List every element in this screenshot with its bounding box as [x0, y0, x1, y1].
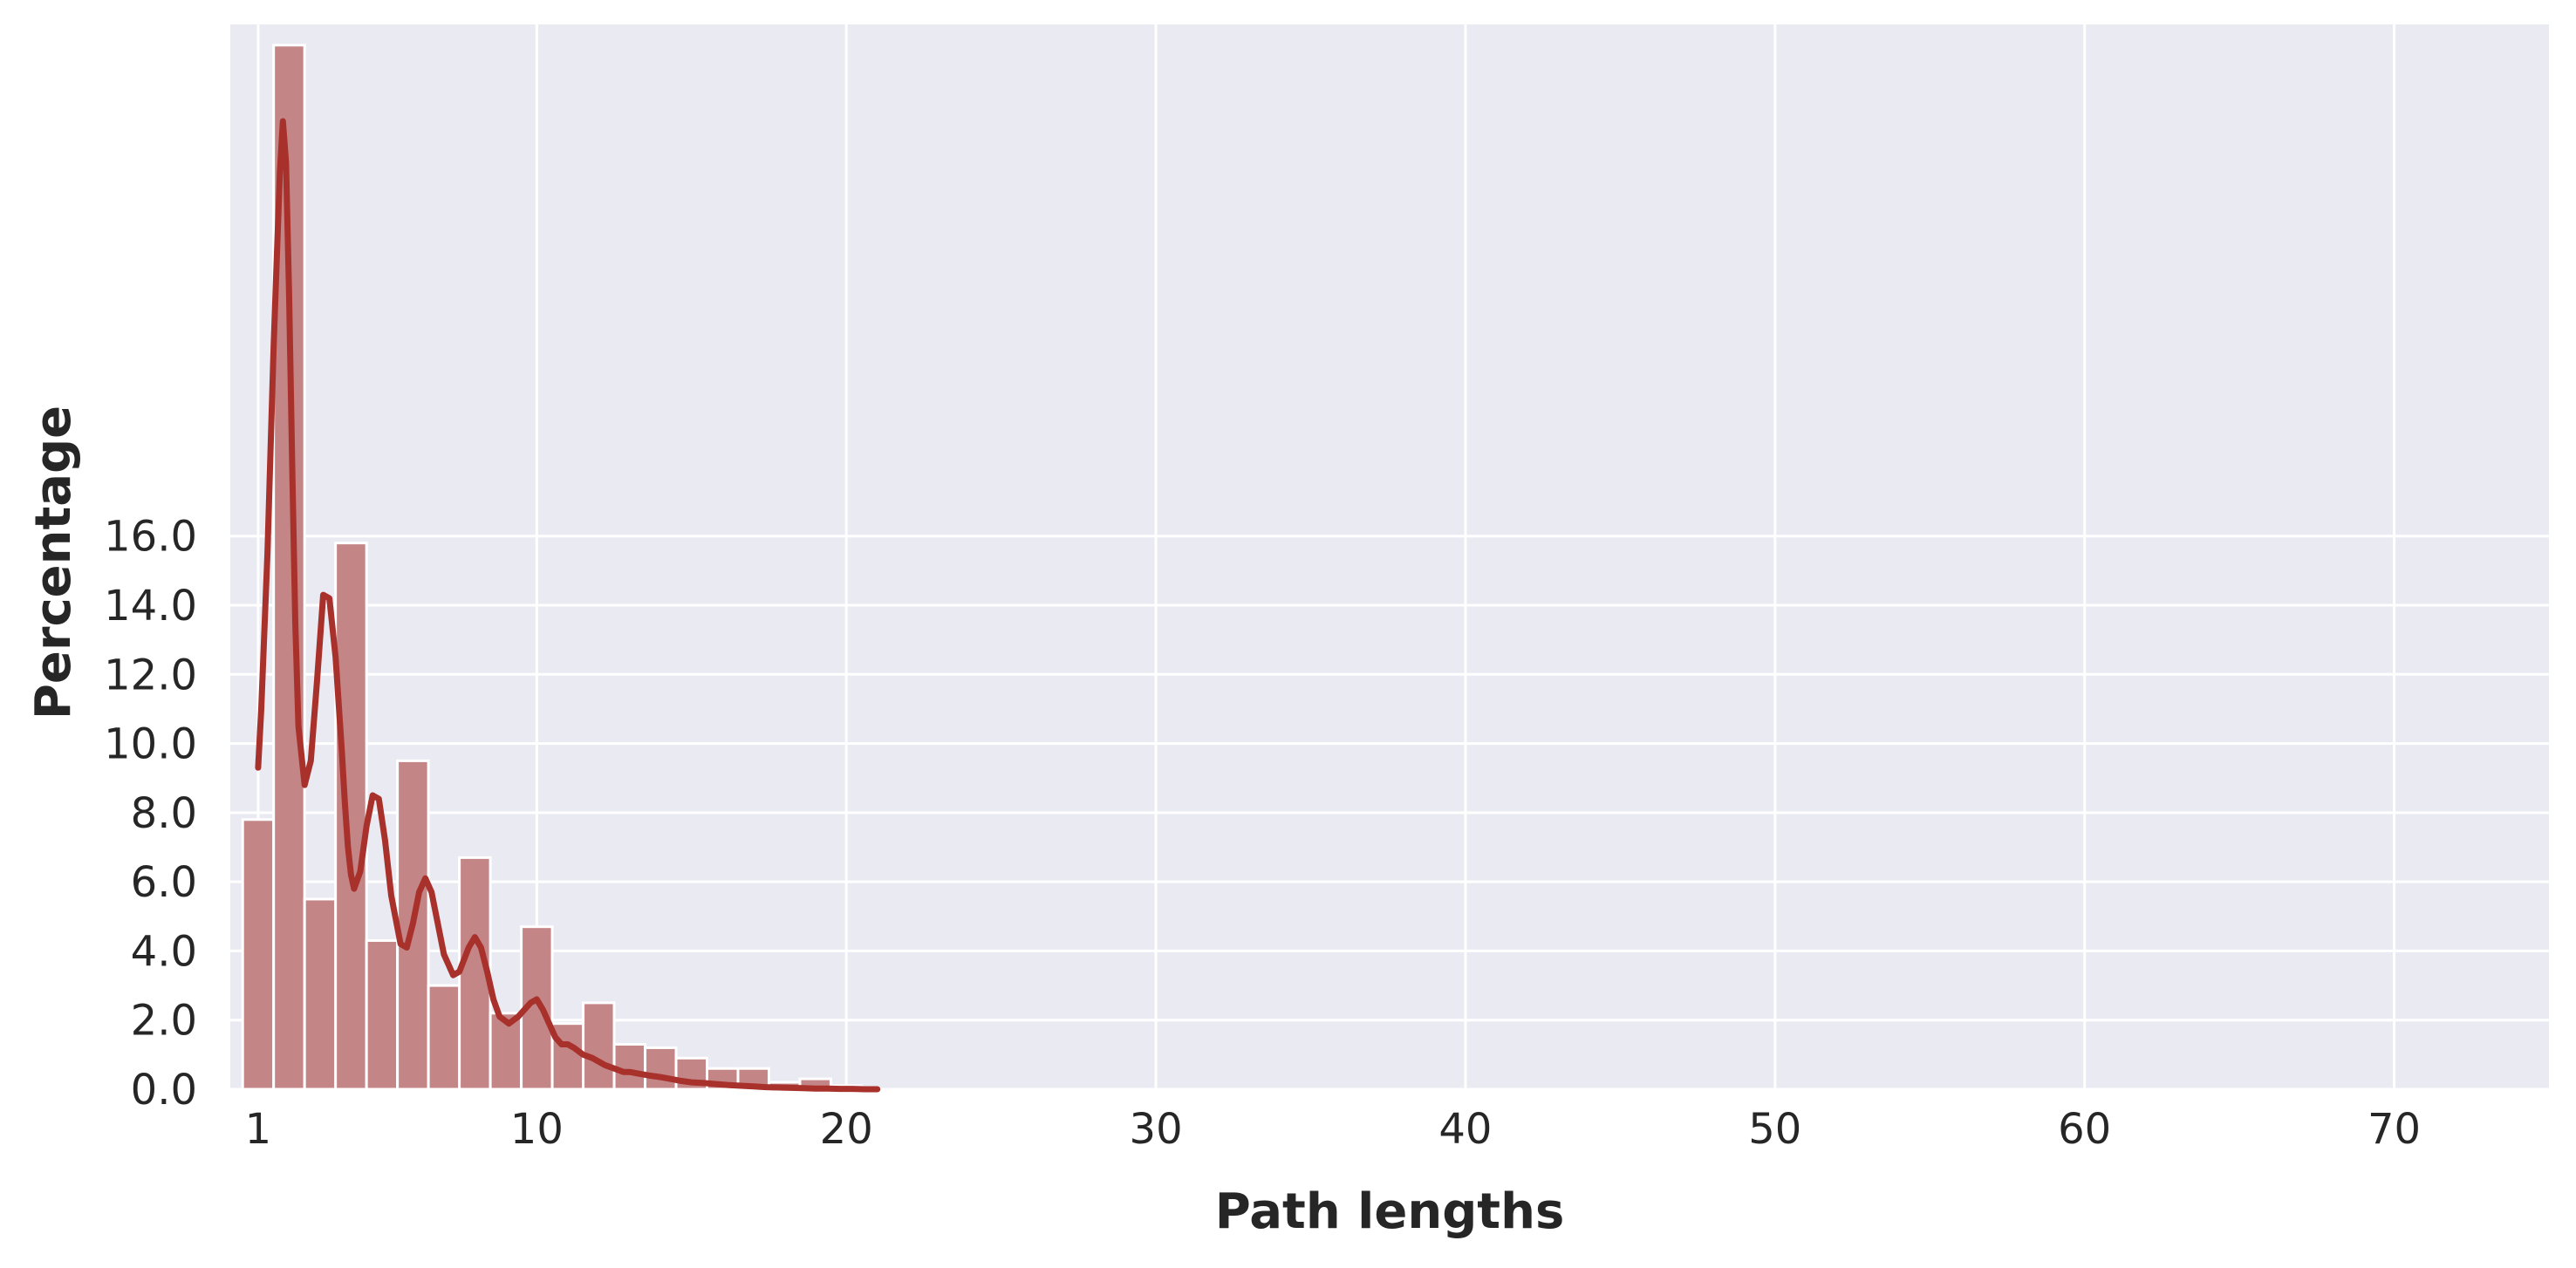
histogram-bar: [582, 1001, 616, 1091]
x-tick-label: 20: [820, 1105, 873, 1154]
histogram-bars: [241, 44, 864, 1091]
histogram-bar: [489, 1012, 523, 1091]
histogram-bar: [427, 984, 461, 1091]
y-tick-labels: 0.0 2.0 4.0 6.0 8.0 10.0 12.0 14.0 16.0: [104, 513, 197, 1115]
histogram-bar: [334, 542, 368, 1091]
x-tick-label: 70: [2368, 1105, 2421, 1154]
y-tick-label: 16.0: [104, 513, 197, 562]
x-tick-label: 40: [1438, 1105, 1492, 1154]
x-tick-label: 50: [1748, 1105, 1801, 1154]
histogram-bar: [303, 897, 338, 1091]
y-tick-label: 6.0: [131, 858, 197, 907]
grid-lines: [230, 24, 2549, 1091]
y-tick-label: 10.0: [104, 720, 197, 769]
plot-background: [230, 24, 2549, 1089]
histogram-bar: [612, 1042, 647, 1091]
y-tick-label: 0.0: [131, 1066, 197, 1115]
y-axis-title: Percentage: [25, 406, 82, 719]
y-tick-label: 2.0: [131, 997, 197, 1046]
x-tick-label: 30: [1130, 1105, 1183, 1154]
kde-curve: [255, 118, 881, 1093]
y-tick-label: 8.0: [131, 789, 197, 838]
histogram-bar: [365, 939, 400, 1091]
y-tick-label: 14.0: [104, 582, 197, 631]
x-tick-labels: 1 10 20 30 40 50 60 70: [245, 1105, 2421, 1154]
histogram-bar: [241, 818, 276, 1091]
x-axis-title: Path lengths: [1215, 1183, 1565, 1240]
x-tick-label: 10: [510, 1105, 564, 1154]
x-tick-label: 60: [2058, 1105, 2111, 1154]
y-tick-label: 4.0: [131, 927, 197, 976]
y-tick-label: 12.0: [104, 651, 197, 699]
x-tick-label: 1: [245, 1105, 272, 1154]
histogram-bar: [644, 1046, 678, 1091]
